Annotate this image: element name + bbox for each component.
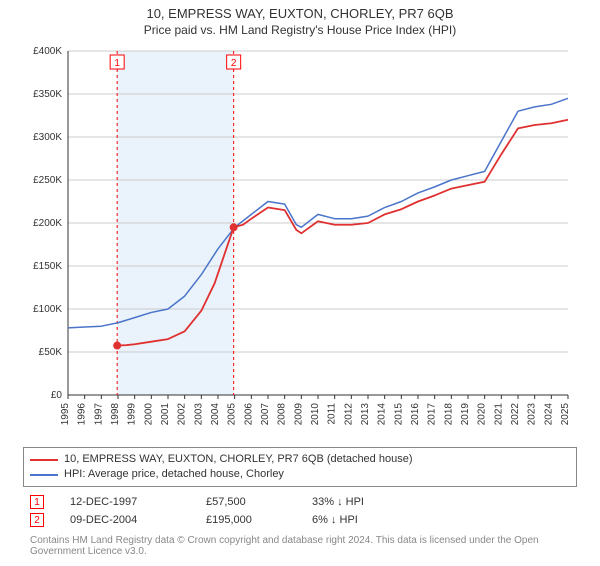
sale-marker-number: 2 <box>231 58 237 69</box>
x-tick-label: 2016 <box>410 403 421 426</box>
page-title: 10, EMPRESS WAY, EUXTON, CHORLEY, PR7 6Q… <box>0 6 600 21</box>
x-tick-label: 2012 <box>343 403 354 426</box>
y-tick-label: £350K <box>33 89 62 100</box>
sale-price: £57,500 <box>206 496 286 508</box>
legend: 10, EMPRESS WAY, EUXTON, CHORLEY, PR7 6Q… <box>23 447 577 487</box>
x-tick-label: 1996 <box>77 403 88 426</box>
x-tick-label: 2006 <box>243 403 254 426</box>
y-tick-label: £100K <box>33 304 62 315</box>
legend-label: HPI: Average price, detached house, Chor… <box>64 467 284 482</box>
x-tick-label: 2004 <box>210 403 221 426</box>
x-tick-label: 2021 <box>493 403 504 426</box>
x-tick-label: 2019 <box>460 403 471 426</box>
x-tick-label: 2003 <box>193 403 204 426</box>
sale-marker: 1 <box>30 495 44 509</box>
x-tick-label: 2022 <box>510 403 521 426</box>
y-tick-label: £250K <box>33 175 62 186</box>
sale-date: 12-DEC-1997 <box>70 496 180 508</box>
x-tick-label: 1995 <box>60 403 71 426</box>
x-tick-label: 2018 <box>443 403 454 426</box>
x-tick-label: 2009 <box>293 403 304 426</box>
y-tick-label: £0 <box>51 390 63 401</box>
sale-point-marker <box>230 223 238 231</box>
legend-label: 10, EMPRESS WAY, EUXTON, CHORLEY, PR7 6Q… <box>64 452 412 467</box>
x-tick-label: 2020 <box>477 403 488 426</box>
price-chart: £0 £50K £100K £150K £200K £250K £300K £350K £400… <box>20 41 580 441</box>
x-tick-label: 2007 <box>260 403 271 426</box>
legend-row: 10, EMPRESS WAY, EUXTON, CHORLEY, PR7 6Q… <box>30 452 570 467</box>
legend-swatch <box>30 474 58 476</box>
x-tick-label: 2000 <box>143 403 154 426</box>
sale-row: 2 09-DEC-2004 £195,000 6% ↓ HPI <box>30 511 570 529</box>
x-tick-label: 2001 <box>160 403 171 426</box>
x-tick-label: 2014 <box>377 403 388 426</box>
x-tick-label: 1999 <box>127 403 138 426</box>
y-tick-label: £50K <box>39 347 63 358</box>
sale-date: 09-DEC-2004 <box>70 514 180 526</box>
page-subtitle: Price paid vs. HM Land Registry's House … <box>0 23 600 37</box>
sale-vs-hpi: 6% ↓ HPI <box>312 514 358 526</box>
sale-vs-hpi: 33% ↓ HPI <box>312 496 364 508</box>
sales-table: 1 12-DEC-1997 £57,500 33% ↓ HPI 2 09-DEC-2004… <box>30 493 570 529</box>
x-tick-label: 2013 <box>360 403 371 426</box>
x-tick-label: 2010 <box>310 403 321 426</box>
sale-marker: 2 <box>30 513 44 527</box>
sale-price: £195,000 <box>206 514 286 526</box>
x-tick-label: 1998 <box>110 403 121 426</box>
legend-swatch <box>30 459 58 461</box>
chart-svg: £0 £50K £100K £150K £200K £250K £300K £350K £400… <box>20 41 580 441</box>
x-tick-label: 2025 <box>560 403 571 426</box>
attribution-footer: Contains HM Land Registry data © Crown c… <box>30 535 570 557</box>
x-tick-label: 2002 <box>177 403 188 426</box>
x-tick-label: 2011 <box>327 403 338 425</box>
x-tick-label: 2005 <box>227 403 238 426</box>
y-tick-label: £300K <box>33 132 62 143</box>
x-tick-label: 2008 <box>277 403 288 426</box>
sale-point-marker <box>113 342 121 350</box>
x-tick-label: 2024 <box>543 403 554 426</box>
x-tick-label: 1997 <box>93 403 104 426</box>
x-tick-label: 2017 <box>427 403 438 426</box>
x-tick-label: 2023 <box>527 403 538 426</box>
y-tick-label: £400K <box>33 46 62 57</box>
sale-marker-number: 1 <box>114 58 120 69</box>
y-tick-label: £200K <box>33 218 62 229</box>
x-tick-label: 2015 <box>393 403 404 426</box>
sale-row: 1 12-DEC-1997 £57,500 33% ↓ HPI <box>30 493 570 511</box>
y-tick-label: £150K <box>33 261 62 272</box>
legend-row: HPI: Average price, detached house, Chor… <box>30 467 570 482</box>
